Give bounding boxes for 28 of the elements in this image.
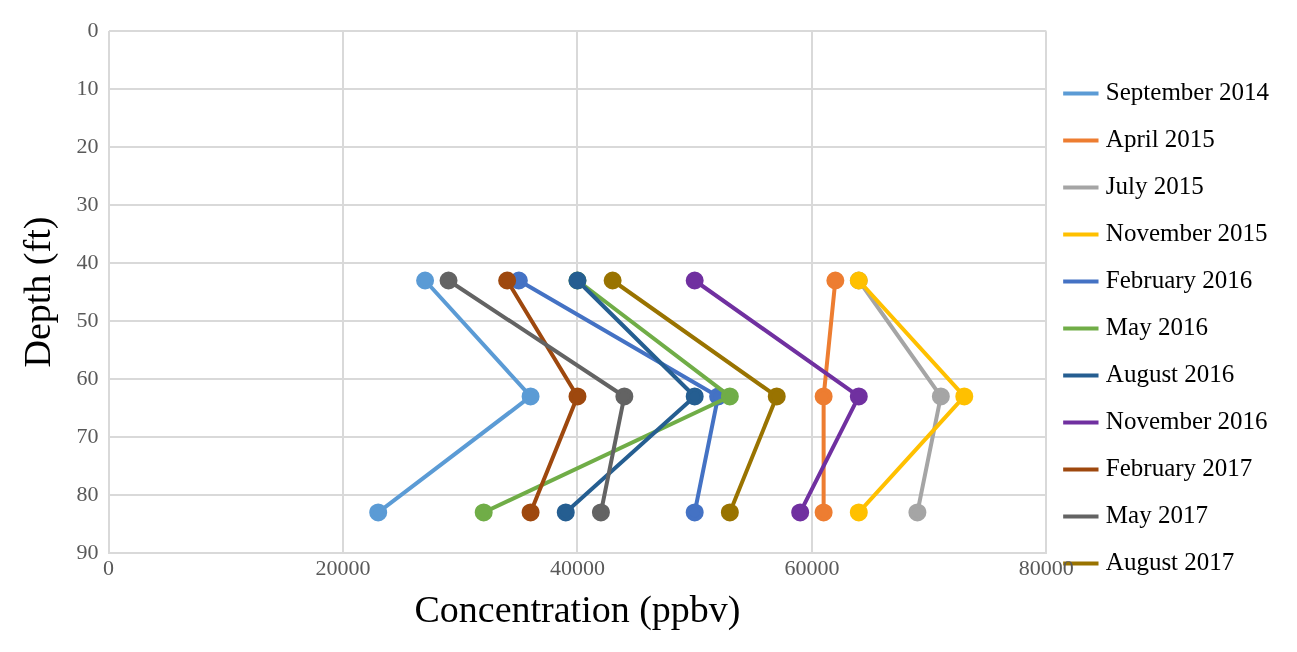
x-axis-title: Concentration (ppbv) (414, 588, 741, 632)
y-tick-label: 0 (87, 16, 99, 42)
legend-label: May 2016 (1105, 313, 1208, 341)
legend-label: July 2015 (1105, 172, 1204, 200)
x-tick-label: 60000 (784, 554, 840, 580)
y-tick-label: 10 (76, 74, 99, 100)
x-tick-label: 0 (103, 554, 115, 580)
legend-label: August 2016 (1105, 360, 1235, 388)
legend-label: February 2016 (1105, 266, 1253, 294)
legend-label: May 2017 (1105, 501, 1208, 529)
legend-label: November 2016 (1105, 407, 1268, 435)
x-tick-label: 40000 (549, 554, 605, 580)
y-axis-title: Depth (ft) (15, 216, 59, 368)
y-tick-label: 70 (76, 422, 99, 448)
y-tick-label: 60 (76, 364, 99, 390)
y-tick-label: 20 (76, 132, 99, 158)
legend-label: August 2017 (1105, 548, 1235, 576)
y-tick-label: 80 (76, 480, 99, 506)
x-tick-label: 20000 (315, 554, 371, 580)
legend-label: September 2014 (1105, 78, 1270, 106)
y-tick-label: 40 (76, 248, 99, 274)
y-tick-label: 50 (76, 306, 99, 332)
legend-label: April 2015 (1105, 125, 1215, 153)
y-tick-label: 90 (76, 538, 99, 564)
y-tick-label: 30 (76, 190, 99, 216)
legend-label: November 2015 (1105, 219, 1268, 247)
x-tick-label: 80000 (1018, 554, 1074, 580)
legend-label: February 2017 (1105, 454, 1253, 482)
